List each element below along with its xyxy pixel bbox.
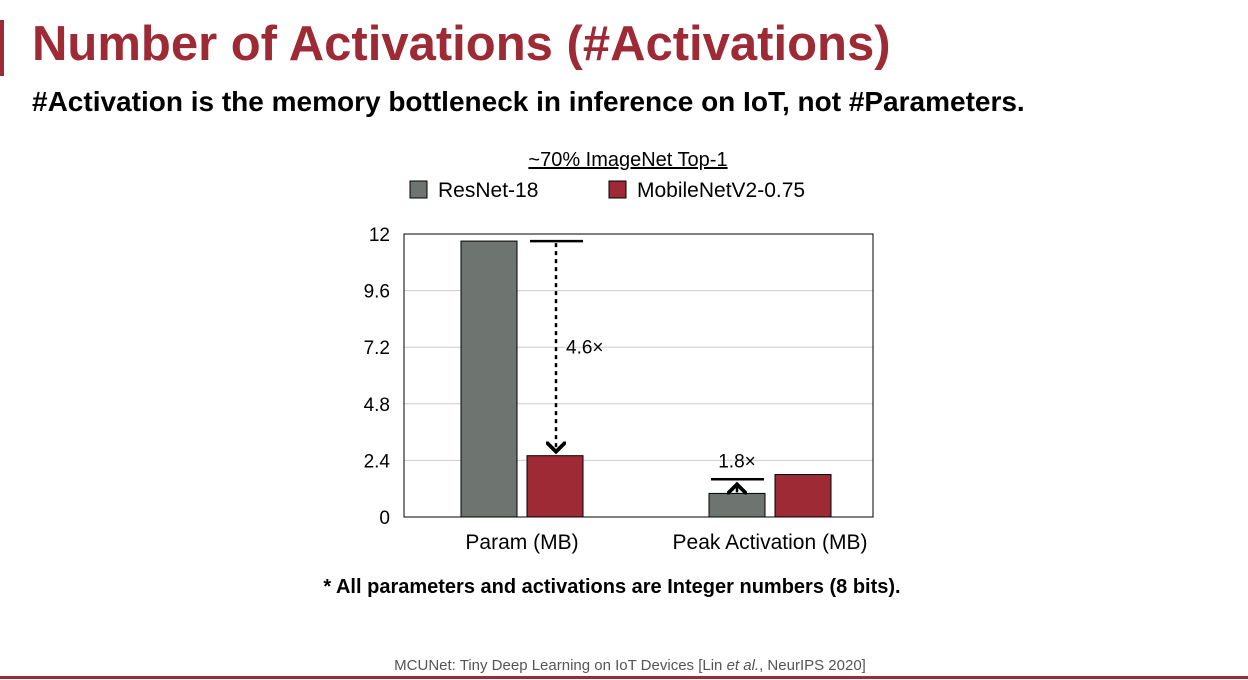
legend-swatch (409, 180, 428, 199)
chart-title: ~70% ImageNet Top-1 (528, 149, 727, 171)
x-category-label: Param (MB) (465, 531, 578, 554)
bottom-rule (0, 676, 1248, 679)
bar-mobilenetv2-0-75-1 (774, 474, 832, 518)
y-tick-label: 0 (379, 508, 390, 529)
title-accent-bar (0, 20, 4, 76)
legend-swatch (608, 180, 627, 199)
footnote: * All parameters and activations are Int… (323, 576, 901, 598)
annotation-label: 4.6× (566, 337, 604, 358)
y-tick-label: 9.6 (364, 282, 390, 303)
plot-frame (403, 233, 874, 518)
citation-italic: et al. (726, 657, 760, 674)
slide-title: Number of Activations (#Activations) (32, 17, 891, 71)
citation-text-start: MCUNet: Tiny Deep Learning on IoT Device… (394, 657, 727, 674)
bar-resnet-18-1 (708, 492, 766, 518)
y-tick-label: 2.4 (364, 451, 391, 472)
y-tick-label: 4.8 (364, 395, 390, 416)
legend-label: ResNet-18 (438, 179, 538, 202)
y-tick-label: 12 (369, 225, 390, 246)
x-category-label: Peak Activation (MB) (673, 531, 868, 554)
bar-mobilenetv2-0-75-0 (526, 455, 584, 518)
slide-subtitle: #Activation is the memory bottleneck in … (32, 86, 1025, 117)
annotation-label: 1.8× (718, 451, 756, 472)
bar-resnet-18-0 (460, 240, 518, 518)
legend-label: MobileNetV2-0.75 (637, 179, 805, 202)
citation: MCUNet: Tiny Deep Learning on IoT Device… (0, 656, 1248, 676)
y-tick-label: 7.2 (364, 338, 390, 359)
citation-text-end: , NeurIPS 2020] (759, 657, 866, 674)
